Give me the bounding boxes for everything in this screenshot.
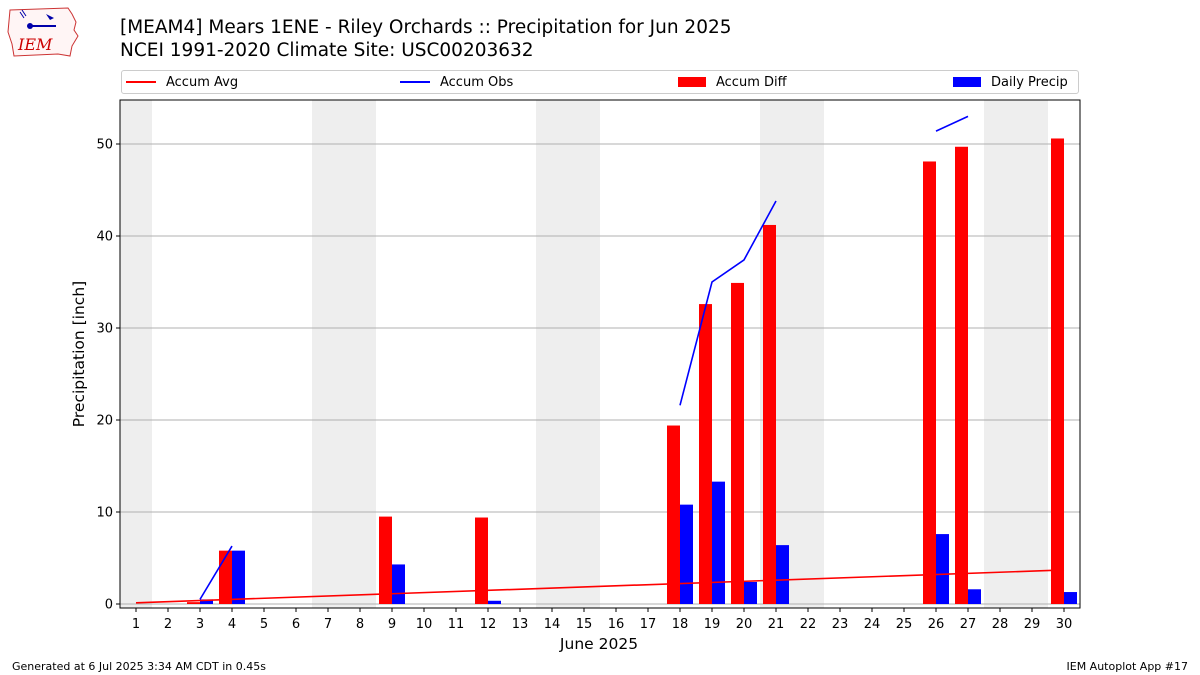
x-tick-label: 12 (480, 617, 497, 632)
x-tick-label: 11 (448, 617, 465, 632)
x-tick-label: 6 (292, 617, 300, 632)
chart-title: [MEAM4] Mears 1ENE - Riley Orchards :: P… (120, 17, 732, 38)
daily-precip-bar (968, 589, 981, 604)
logo-tick (19, 9, 27, 19)
x-tick-label: 24 (864, 617, 881, 632)
chart-subtitle: NCEI 1991-2020 Climate Site: USC00203632 (120, 40, 534, 61)
accum-diff-bar (1051, 138, 1064, 605)
accum-diff-bar (667, 425, 680, 604)
legend-item-daily-precip: Daily Precip (953, 71, 1068, 93)
footer-generated-text: Generated at 6 Jul 2025 3:34 AM CDT in 0… (12, 660, 266, 673)
legend-item-accum-obs: Accum Obs (400, 71, 513, 93)
daily-precip-bar (200, 599, 213, 604)
x-tick-label: 17 (640, 617, 657, 632)
x-tick-label: 10 (416, 617, 433, 632)
accum-diff-bar (699, 304, 712, 604)
y-tick-label: 40 (96, 230, 113, 245)
accum-diff-bar (219, 550, 232, 604)
weekend-shade (984, 100, 1016, 608)
daily-precip-bar (232, 550, 245, 604)
x-tick-label: 23 (832, 617, 849, 632)
accum-diff-bar (379, 516, 392, 604)
weekend-shade (344, 100, 376, 608)
x-tick-label: 27 (960, 617, 977, 632)
plot-frame (119, 99, 1081, 609)
accum-obs-line (679, 200, 777, 406)
weekend-shade (536, 100, 568, 608)
x-tick-label: 3 (196, 617, 204, 632)
x-tick-label: 13 (512, 617, 529, 632)
logo-sensor (27, 23, 33, 29)
daily-precip-bar (744, 581, 757, 604)
x-tick-label: 21 (768, 617, 785, 632)
x-tick-label: 28 (992, 617, 1009, 632)
x-tick-label: 18 (672, 617, 689, 632)
legend-item-accum-avg: Accum Avg (126, 71, 238, 93)
x-tick-label: 22 (800, 617, 817, 632)
legend-swatch-accum-avg (126, 81, 156, 83)
x-axis-label: June 2025 (559, 635, 638, 653)
daily-precip-bar (776, 545, 789, 604)
x-tick-label: 1 (132, 617, 140, 632)
accum-obs-line (935, 115, 969, 132)
daily-precip-bar (680, 504, 693, 604)
x-tick-label: 29 (1024, 617, 1041, 632)
x-tick-label: 26 (928, 617, 945, 632)
x-tick-label: 2 (164, 617, 172, 632)
legend-label-daily-precip: Daily Precip (991, 74, 1068, 90)
daily-precip-bar (936, 534, 949, 604)
y-tick-label: 30 (96, 322, 113, 337)
x-tick-label: 7 (324, 617, 332, 632)
weekend-shade (1016, 100, 1048, 608)
accum-diff-bar (763, 224, 776, 604)
accum-diff-bar (475, 517, 488, 604)
y-tick-label: 0 (105, 598, 113, 613)
y-tick-label: 20 (96, 414, 113, 429)
daily-precip-bar (712, 481, 725, 604)
daily-precip-bar (1064, 592, 1077, 604)
iowa-state-outline (7, 7, 79, 57)
x-tick-label: 19 (704, 617, 721, 632)
accum-avg-line (135, 569, 1065, 604)
legend-swatch-accum-diff (678, 77, 706, 87)
iem-logo: IEM (7, 7, 79, 57)
legend-label-accum-diff: Accum Diff (716, 74, 787, 90)
x-tick-label: 5 (260, 617, 268, 632)
y-axis-label: Precipitation [inch] (70, 281, 88, 427)
x-tick-label: 16 (608, 617, 625, 632)
footer-app-text: IEM Autoplot App #17 (1066, 660, 1189, 673)
accum-diff-bar (187, 602, 200, 604)
legend-swatch-accum-obs (400, 81, 430, 83)
daily-precip-bar (392, 564, 405, 604)
accum-obs-line (199, 545, 233, 600)
x-tick-label: 30 (1056, 617, 1073, 632)
weekend-shade (312, 100, 344, 608)
legend-label-accum-obs: Accum Obs (440, 74, 514, 90)
weekend-shade (792, 100, 824, 608)
y-tick-label: 50 (96, 138, 113, 153)
legend-item-accum-diff: Accum Diff (678, 71, 787, 93)
daily-precip-bar (488, 600, 501, 604)
y-tick-label: 10 (96, 506, 113, 521)
accum-diff-bar (955, 146, 968, 604)
weekend-shade (120, 100, 152, 608)
x-tick-label: 14 (544, 617, 561, 632)
x-tick-label: 20 (736, 617, 753, 632)
x-tick-label: 8 (356, 617, 364, 632)
legend-swatch-daily-precip (953, 77, 981, 87)
legend-label-accum-avg: Accum Avg (166, 74, 239, 90)
x-tick-label: 4 (228, 617, 236, 632)
logo-text: IEM (17, 35, 53, 54)
x-tick-label: 25 (896, 617, 913, 632)
accum-diff-bar (923, 161, 936, 605)
logo-wind-vane (46, 14, 54, 20)
x-tick-label: 9 (388, 617, 396, 632)
weekend-shade (568, 100, 600, 608)
x-tick-label: 15 (576, 617, 593, 632)
accum-diff-bar (731, 282, 744, 604)
chart-legend: Accum Avg Accum Obs Accum Diff Daily Pre… (121, 70, 1079, 94)
